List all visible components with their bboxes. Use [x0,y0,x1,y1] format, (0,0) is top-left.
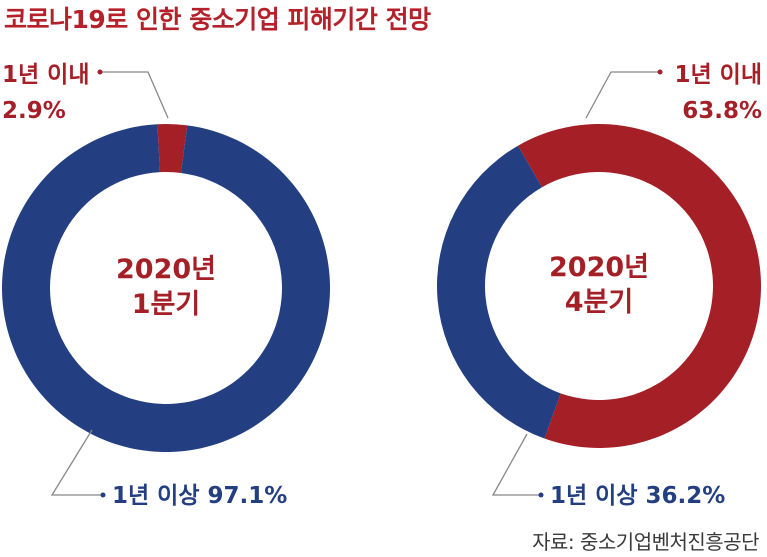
leader-line-q4-over-1yr [491,433,541,496]
leader-line-q1-over-1yr [50,429,103,496]
value-q1-under-1yr: 2.9% [2,98,66,124]
leader-dot-q4-under-1yr [657,69,663,75]
center-label-q4-quarter: 4분기 [565,287,633,318]
leader-line-q4-under-1yr [585,71,660,119]
slice-q1-under-1yr [157,124,188,173]
label-q4-over-1yr: 1년 이상 36.2% [550,483,725,509]
slice-q1-over-1yr [1,124,330,453]
slice-q4-under-1yr [518,124,761,448]
leader-dot-q4-over-1yr [538,492,544,498]
label-q1-over-1yr: 1년 이상 97.1% [112,483,287,509]
value-q4-under-1yr: 63.8% [682,98,762,124]
leader-line-q1-under-1yr [100,71,169,119]
page-title: 코로나19로 인한 중소기업 피해기간 전망 [4,5,431,34]
center-label-q4-year: 2020년 [549,252,649,283]
label-q1-under-1yr: 1년 이내 [2,62,90,88]
slice-q4-over-1yr [437,145,561,439]
label-q4-under-1yr: 1년 이내 [675,62,763,88]
source-note: 자료: 중소기업벤처진흥공단 [532,530,759,554]
center-label-q1-year: 2020년 [116,254,216,285]
donut-chart-q4: 2020년 4분기 1년 이내 63.8% 1년 이상 36.2% [437,62,762,509]
leader-dot-q1-under-1yr [97,69,103,75]
leader-dot-q1-over-1yr [100,492,106,498]
donut-chart-q1: 2020년 1분기 1년 이내 2.9% 1년 이상 97.1% [1,62,330,509]
center-label-q1-quarter: 1분기 [132,289,200,320]
